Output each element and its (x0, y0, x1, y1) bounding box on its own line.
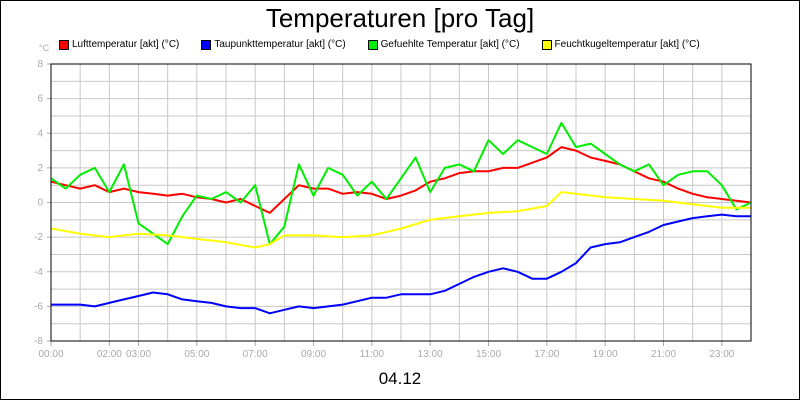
y-tick-label: -4 (34, 267, 43, 278)
x-tick-label: 17:00 (534, 349, 559, 360)
legend-label: Gefuehlte Temperatur [akt] (°C) (380, 39, 520, 50)
legend-item: Lufttemperatur [akt] (°C) (59, 39, 179, 50)
x-tick-label: 11:00 (360, 349, 385, 360)
y-tick-label: 0 (37, 198, 43, 209)
legend-swatch (201, 39, 212, 50)
legend-label: Taupunkttemperatur [akt] (°C) (214, 39, 346, 50)
x-tick-label: 02:00 (97, 349, 122, 360)
legend-item: Feuchtkugeltemperatur [akt] (°C) (541, 39, 700, 50)
x-tick-label: 15:00 (476, 349, 501, 360)
x-tick-label: 05:00 (184, 349, 209, 360)
y-tick-label: 4 (37, 128, 43, 139)
legend-label: Lufttemperatur [akt] (°C) (72, 39, 180, 50)
x-tick-label: 19:00 (593, 349, 618, 360)
legend: Lufttemperatur [akt] (°C) Taupunkttemper… (59, 39, 722, 50)
x-tick-label: 03:00 (126, 349, 151, 360)
y-tick-label: 2 (37, 163, 43, 174)
x-tick-label: 07:00 (243, 349, 268, 360)
y-tick-label: 8 (37, 59, 43, 70)
y-axis-unit: °C (39, 43, 50, 53)
legend-swatch (541, 39, 552, 50)
chart-title: Temperaturen [pro Tag] (265, 3, 535, 33)
legend-item: Gefuehlte Temperatur [akt] (°C) (367, 39, 520, 50)
plot-border (50, 63, 752, 342)
y-tick-label: 6 (37, 94, 43, 105)
y-tick-label: -2 (34, 232, 43, 243)
x-tick-label: 23:00 (709, 349, 734, 360)
x-tick-label: 00:00 (38, 349, 63, 360)
x-axis-label: 04.12 (378, 369, 422, 388)
legend-swatch (367, 39, 378, 50)
x-tick-label: 13:00 (418, 349, 443, 360)
legend-item: Taupunkttemperatur [akt] (°C) (201, 39, 346, 50)
y-tick-label: -6 (34, 301, 43, 312)
legend-label: Feuchtkugeltemperatur [akt] (°C) (554, 39, 700, 50)
x-tick-label: 21:00 (651, 349, 676, 360)
series-line-1 (51, 213, 751, 315)
x-tick-label: 09:00 (301, 349, 326, 360)
y-tick-label: -8 (34, 336, 43, 347)
legend-swatch (59, 39, 69, 50)
series-line-3 (50, 191, 751, 249)
series-line-2 (50, 121, 752, 246)
